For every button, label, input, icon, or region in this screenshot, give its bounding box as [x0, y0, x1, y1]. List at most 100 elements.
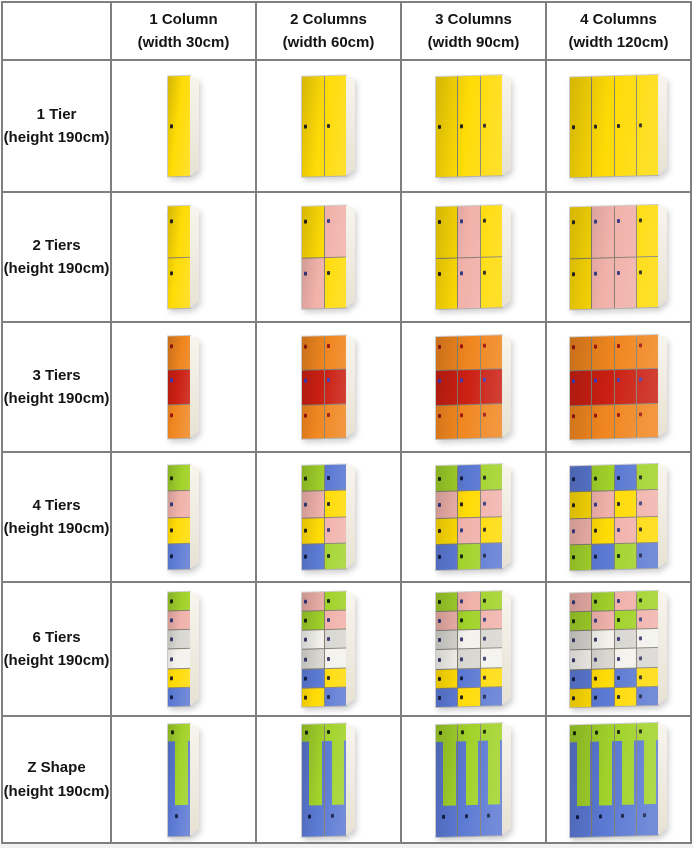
- locker-door: [436, 669, 458, 688]
- locker-door: [302, 668, 324, 688]
- lock-icon: [438, 379, 441, 384]
- locker-door: [168, 649, 190, 669]
- locker-illustration: [570, 75, 667, 178]
- lock-icon: [438, 638, 441, 643]
- lock-icon: [482, 637, 486, 642]
- locker-door: [614, 404, 636, 439]
- lock-icon: [482, 377, 486, 383]
- lock-icon: [482, 270, 486, 275]
- row-tier-label: 3 Tiers: [32, 366, 81, 384]
- lock-icon: [304, 729, 308, 734]
- locker-door: [302, 517, 324, 544]
- locker-door: [458, 370, 480, 405]
- row-height-label: (height 190cm): [3, 260, 110, 277]
- lock-icon: [643, 812, 647, 817]
- locker-door: [614, 543, 636, 570]
- locker-door: [480, 591, 502, 610]
- locker-door: [570, 544, 592, 571]
- lock-icon: [616, 528, 620, 533]
- locker-door: [302, 404, 324, 439]
- lock-icon: [638, 411, 642, 417]
- locker-side-panel: [346, 723, 355, 835]
- locker-illustration: [168, 76, 199, 177]
- lock-icon: [638, 598, 642, 603]
- locker-door: [458, 687, 480, 707]
- locker-illustration: [168, 723, 199, 836]
- lock-icon: [460, 599, 464, 604]
- locker-cell: [257, 717, 400, 842]
- locker-illustration: [436, 722, 511, 837]
- locker-door: [614, 591, 636, 611]
- lock-icon: [616, 123, 620, 129]
- lock-icon: [638, 553, 642, 558]
- lock-icon: [594, 637, 598, 643]
- lock-icon: [638, 694, 642, 699]
- lock-icon: [170, 695, 173, 700]
- lock-icon: [326, 637, 330, 642]
- locker-door: [570, 258, 592, 310]
- locker-side-panel: [346, 591, 355, 705]
- locker-door: [168, 491, 190, 517]
- lock-icon: [460, 270, 464, 276]
- lock-icon: [594, 528, 598, 533]
- row-tier-label: 2 Tiers: [32, 236, 81, 254]
- locker-door: [570, 688, 592, 708]
- locker-door: [458, 491, 480, 517]
- lock-icon: [594, 729, 598, 734]
- lock-icon: [482, 617, 486, 622]
- row-height-label: (height 190cm): [3, 782, 110, 800]
- locker-door: [570, 206, 592, 258]
- locker-door: [480, 610, 502, 630]
- lock-icon: [482, 343, 486, 348]
- locker-cell: [547, 583, 690, 715]
- lock-icon: [438, 657, 441, 662]
- lock-icon: [170, 554, 173, 559]
- locker-door: [614, 629, 636, 649]
- column-header-title: 2 Columns: [290, 10, 367, 28]
- locker-door: [614, 205, 636, 257]
- locker-illustration: [570, 722, 667, 837]
- lock-icon: [572, 619, 575, 624]
- lock-icon: [326, 501, 330, 506]
- locker-illustration: [168, 206, 199, 309]
- locker-door: [168, 687, 190, 707]
- row-label: Z Shape (height 190cm): [3, 717, 110, 842]
- lock-icon: [572, 271, 575, 276]
- row-label: 2 Tiers (height 190cm): [3, 193, 110, 321]
- locker-door: [614, 687, 636, 707]
- locker-door: [592, 592, 614, 611]
- locker-door: [324, 648, 346, 668]
- lock-icon: [572, 379, 575, 384]
- locker-door: [436, 257, 458, 310]
- locker-illustration: [570, 464, 667, 571]
- row-height-label: (height 190cm): [3, 390, 110, 407]
- lock-icon: [326, 599, 330, 604]
- locker-illustration: [302, 723, 355, 837]
- lock-icon: [327, 729, 331, 734]
- lock-icon: [304, 599, 307, 604]
- lock-icon: [572, 555, 575, 560]
- row-label: 6 Tiers (height 190cm): [3, 583, 110, 715]
- locker-door: [636, 629, 658, 648]
- locker-front: [436, 722, 502, 837]
- lock-icon: [170, 599, 173, 604]
- locker-side-panel: [502, 591, 511, 705]
- locker-door: [302, 630, 324, 650]
- locker-side-panel: [190, 76, 199, 176]
- lock-icon: [572, 696, 575, 701]
- locker-illustration: [436, 464, 511, 571]
- locker-side-panel: [190, 336, 199, 438]
- row-height-label: (height 190cm): [3, 520, 110, 537]
- lock-icon: [460, 656, 464, 661]
- locker-door: [168, 257, 190, 309]
- lock-icon: [460, 502, 464, 507]
- locker-door: [592, 517, 614, 544]
- lock-icon: [638, 501, 642, 506]
- lock-icon: [304, 271, 307, 276]
- locker-door: [570, 518, 592, 545]
- locker-cell: [112, 453, 255, 581]
- lock-icon: [483, 728, 487, 733]
- lock-icon: [304, 528, 307, 533]
- locker-door: [570, 631, 592, 650]
